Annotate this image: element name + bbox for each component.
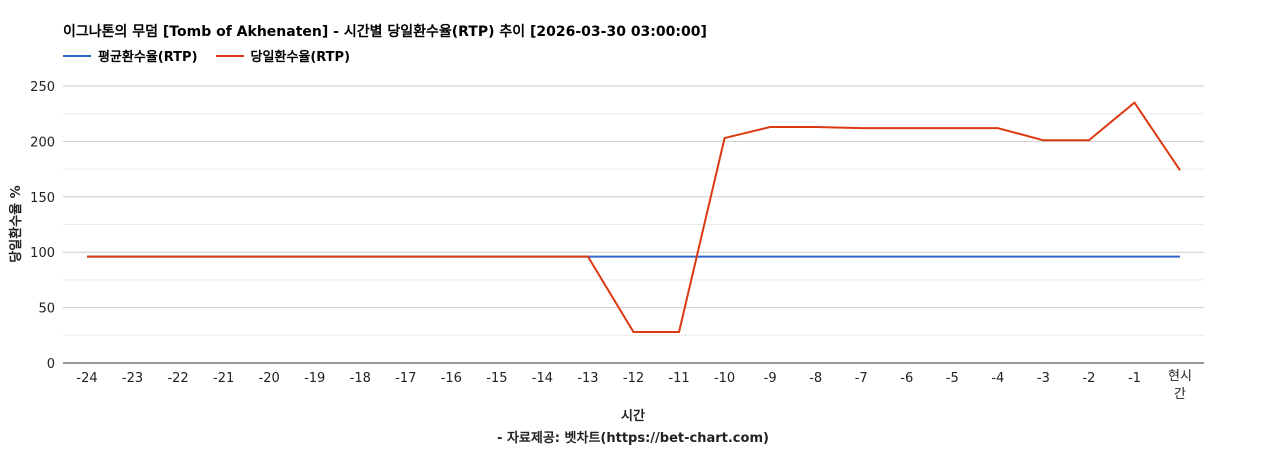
x-axis-label: 시간: [621, 408, 645, 424]
legend-item-avg[interactable]: 평균환수율(RTP): [63, 46, 198, 65]
x-tick-label: -16: [441, 371, 462, 386]
source-note: - 자료제공: 벳차트(https://bet-chart.com): [497, 430, 769, 446]
legend-swatch: [63, 54, 91, 57]
x-tick-label: -22: [167, 371, 188, 386]
y-tick-label: 0: [47, 357, 55, 372]
x-tick-label: -14: [532, 371, 553, 386]
x-tick-label: -7: [855, 371, 868, 386]
x-tick-label: -18: [350, 371, 371, 386]
x-tick-label: 간: [1174, 387, 1186, 402]
x-tick-label: -20: [259, 371, 280, 386]
x-tick-label: -11: [668, 371, 689, 386]
x-tick-label: -24: [76, 371, 97, 386]
legend: 평균환수율(RTP) 당일환수율(RTP): [63, 46, 350, 65]
x-tick-label: -10: [714, 371, 735, 386]
x-tick-label: -15: [486, 371, 507, 386]
legend-item-daily[interactable]: 당일환수율(RTP): [215, 46, 351, 65]
legend-label: 평균환수율(RTP): [98, 50, 198, 65]
x-tick-label: -6: [900, 371, 913, 386]
y-tick-label: 200: [30, 135, 55, 150]
x-tick-label: -9: [764, 371, 777, 386]
x-tick-label: -8: [809, 371, 822, 386]
x-tick-label: -4: [991, 371, 1004, 386]
y-tick-label: 100: [30, 246, 55, 261]
legend-swatch: [215, 54, 244, 57]
x-tick-label: 현시: [1168, 369, 1192, 384]
series-line-1: [87, 101, 1181, 333]
x-tick-label: -3: [1037, 371, 1050, 386]
x-tick-label: -5: [946, 371, 959, 386]
x-tick-label: -17: [395, 371, 416, 386]
x-tick-label: -13: [577, 371, 598, 386]
x-tick-label: -19: [304, 371, 325, 386]
x-tick-label: -21: [213, 371, 234, 386]
y-tick-label: 50: [38, 302, 55, 317]
chart-title: 이그나톤의 무덤 [Tomb of Akhenaten] - 시간별 당일환수율…: [63, 24, 707, 40]
x-tick-label: -23: [122, 371, 143, 386]
x-tick-label: -12: [623, 371, 644, 386]
y-tick-label: 150: [30, 191, 55, 206]
x-tick-label: -1: [1128, 371, 1141, 386]
y-tick-label: 250: [30, 80, 55, 95]
y-axis-label: 당일환수율 %: [8, 185, 24, 262]
legend-label: 당일환수율(RTP): [250, 50, 351, 65]
x-tick-label: -2: [1082, 371, 1095, 386]
